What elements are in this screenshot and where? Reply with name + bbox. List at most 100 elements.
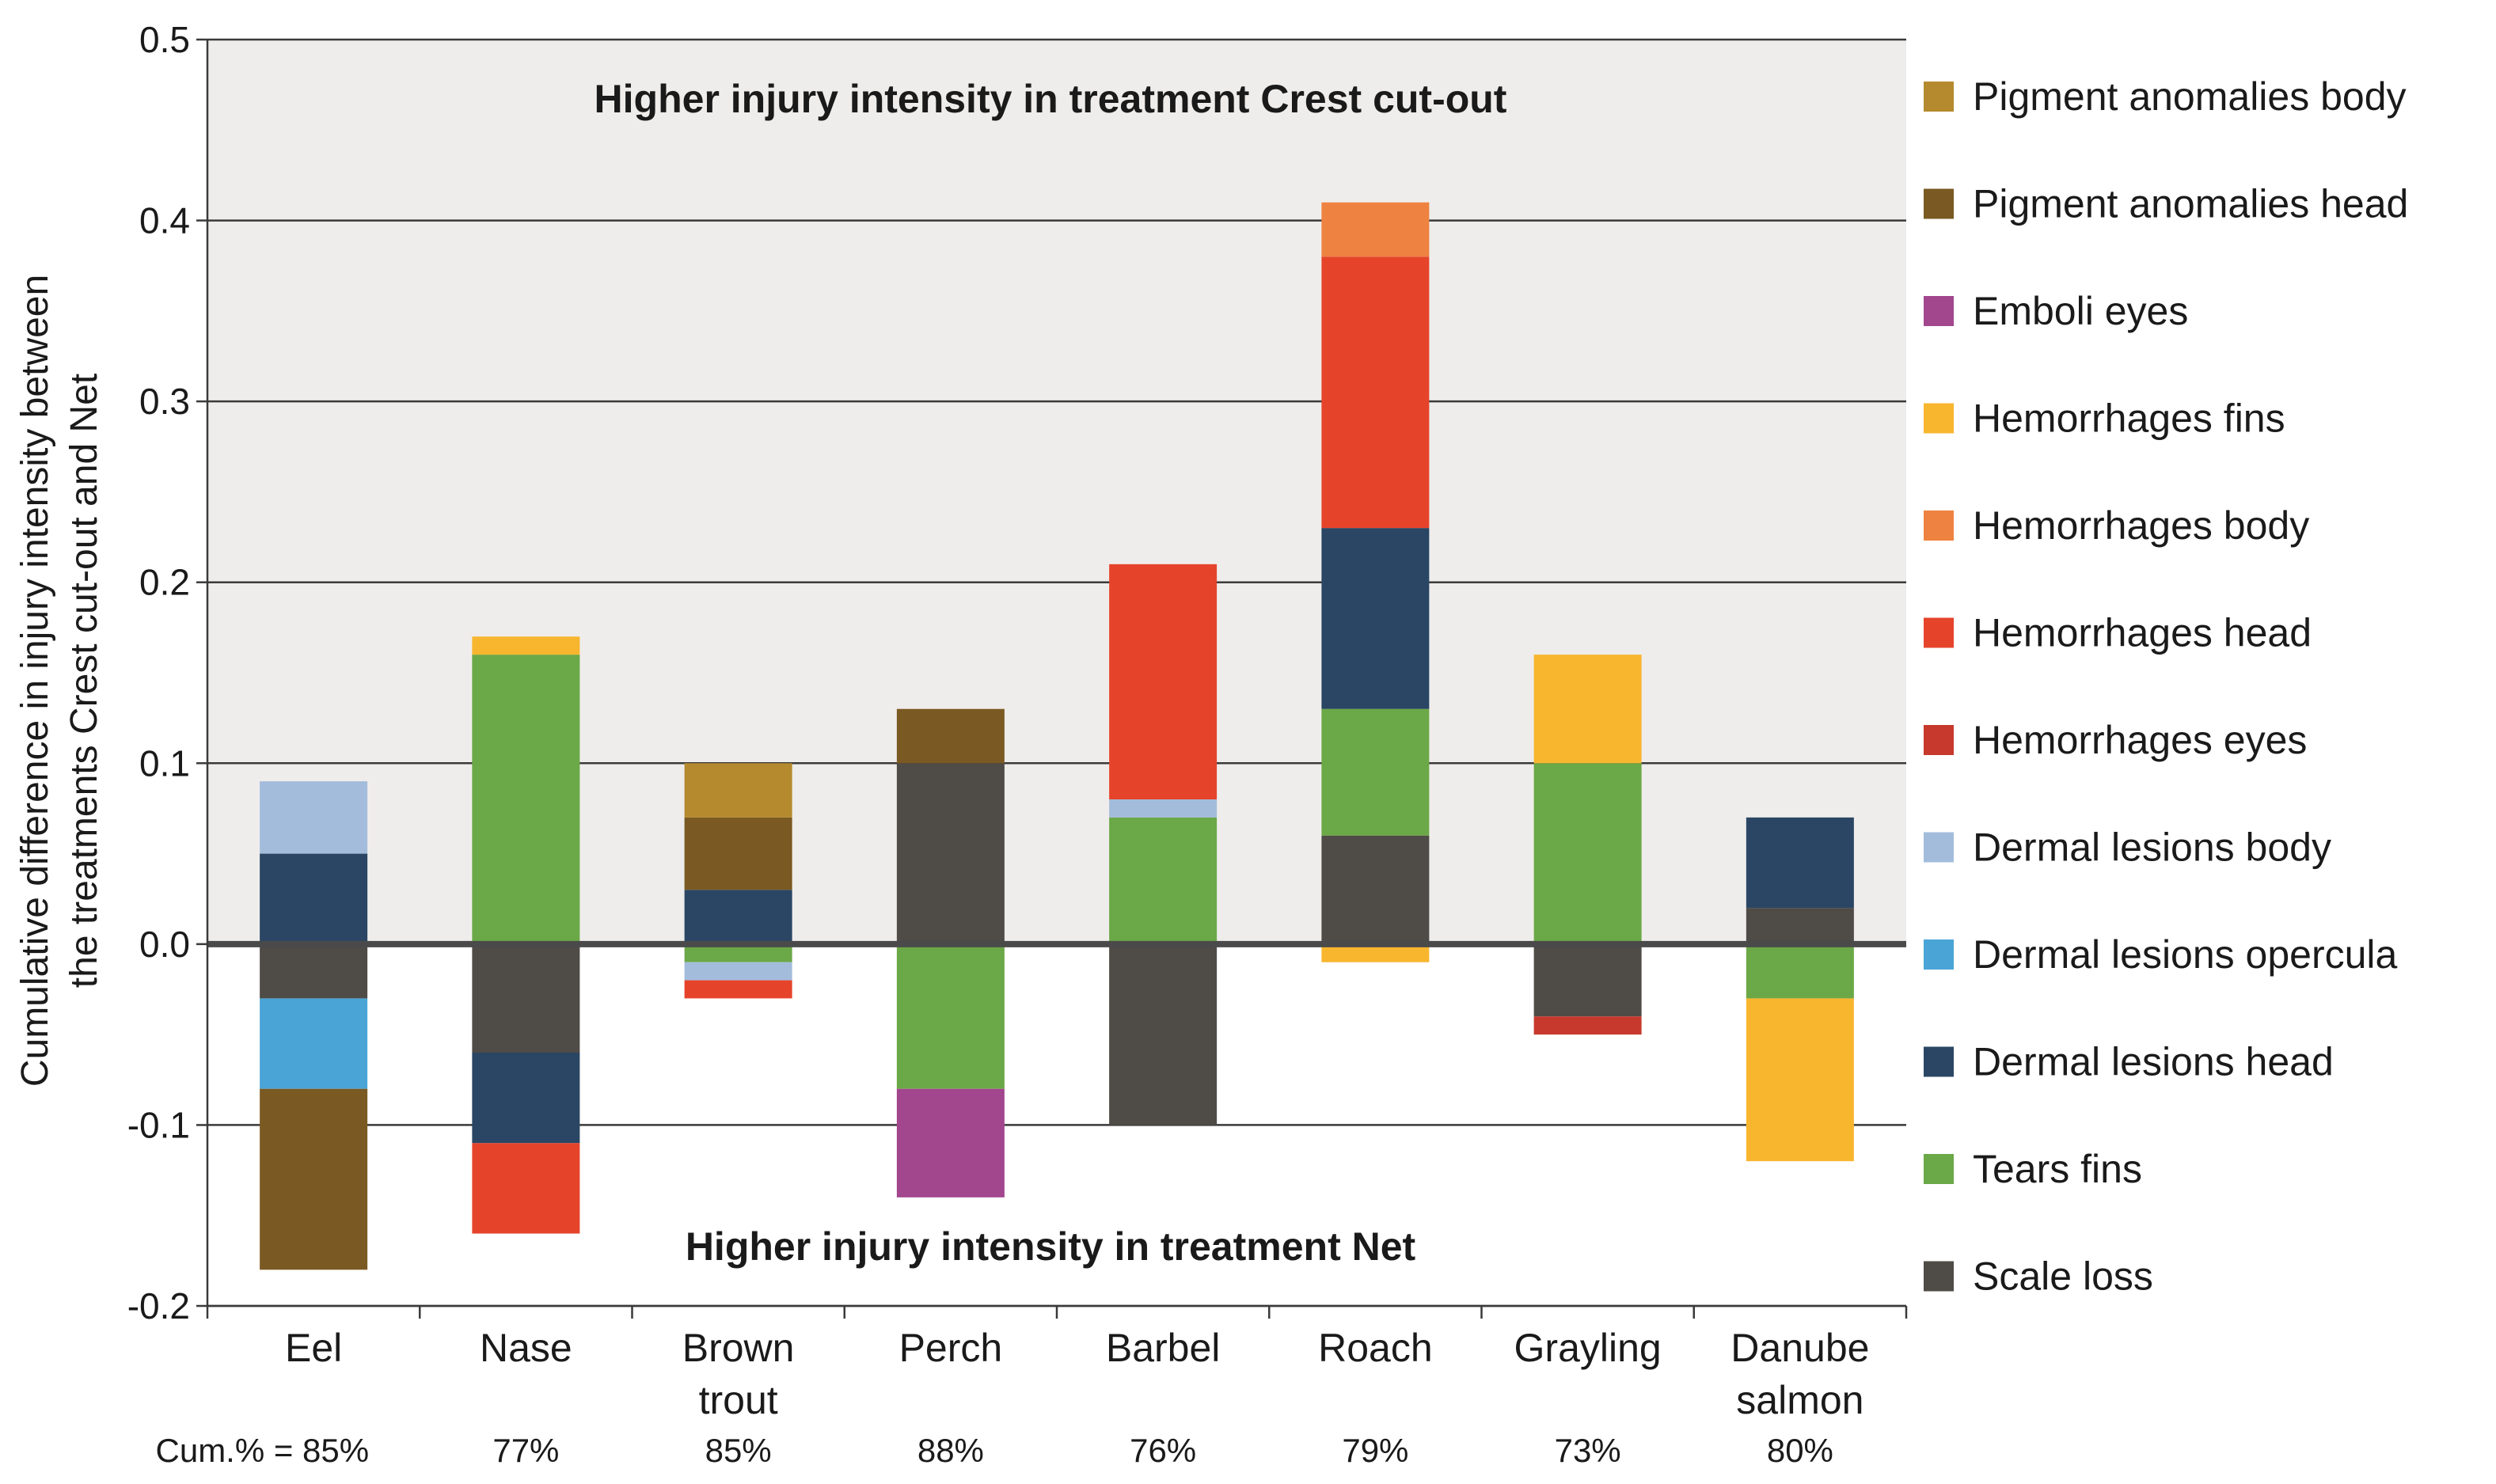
cum-percent-label: 80%: [1767, 1432, 1833, 1469]
bar-segment: [684, 980, 792, 999]
annotation-bottom: Higher injury intensity in treatment Net: [686, 1224, 1416, 1269]
bar-segment: [260, 853, 368, 944]
x-category-label: Eel: [285, 1326, 342, 1370]
bar-segment: [896, 1088, 1005, 1197]
legend-label: Hemorrhages fins: [1973, 397, 2285, 441]
legend-swatch: [1924, 510, 1954, 541]
bar-segment: [260, 1088, 368, 1270]
legend-label: Dermal lesions head: [1973, 1040, 2334, 1084]
cum-percent-label: 76%: [1130, 1432, 1196, 1469]
bar-segment: [684, 943, 792, 962]
y-tick-label: 0.1: [139, 742, 190, 784]
bar-segment: [684, 817, 792, 890]
bar-segment: [472, 1143, 580, 1234]
bar-segment: [1109, 799, 1218, 818]
positive-region-background: [207, 40, 1906, 944]
bar-segment: [1321, 708, 1430, 836]
x-category-label: Danube: [1730, 1326, 1869, 1370]
annotation-top: Higher injury intensity in treatment Cre…: [595, 77, 1507, 121]
bar-segment: [1746, 908, 1854, 944]
legend-swatch: [1924, 939, 1954, 970]
legend-label: Hemorrhages eyes: [1973, 718, 2307, 762]
legend-label: Pigment anomalies body: [1973, 74, 2407, 119]
bar-segment: [1533, 655, 1642, 764]
legend-swatch: [1924, 1046, 1954, 1077]
x-category-label: Grayling: [1514, 1326, 1662, 1370]
legend-swatch: [1924, 188, 1954, 219]
bar-segment: [684, 962, 792, 981]
x-category-label: Barbel: [1106, 1326, 1221, 1370]
bar-segment: [896, 763, 1005, 944]
legend-label: Emboli eyes: [1973, 289, 2188, 333]
x-category-label: salmon: [1736, 1378, 1863, 1422]
legend-swatch: [1924, 832, 1954, 863]
y-tick-labels: 0.5 0.4 0.3 0.2 0.1 0.0 -0.1 -0.2: [127, 19, 190, 1326]
y-tick-label: -0.2: [127, 1285, 190, 1326]
legend-label: Hemorrhages body: [1973, 503, 2309, 548]
x-category-label: Nase: [480, 1326, 572, 1370]
bar-segment: [260, 943, 368, 999]
cumulative-percent-labels: Cum.% = 85% 77% 85% 88% 76% 79% 73% 80%: [156, 1432, 1833, 1469]
bar-segment: [472, 655, 580, 944]
bar-segment: [1746, 943, 1854, 999]
y-tick-label: 0.3: [139, 381, 190, 422]
cum-percent-label: 85%: [705, 1432, 772, 1469]
legend-swatch: [1924, 1261, 1954, 1292]
legend-swatch: [1924, 725, 1954, 755]
legend-label: Tears fins: [1973, 1147, 2142, 1191]
bar-segment: [1109, 817, 1218, 944]
bar-segment: [1533, 1016, 1642, 1035]
bars: [260, 202, 1854, 1270]
legend-swatch: [1924, 1154, 1954, 1184]
bar-segment: [1321, 256, 1430, 529]
bar-segment: [684, 763, 792, 818]
bar-segment: [896, 943, 1005, 1089]
legend-swatch: [1924, 617, 1954, 648]
y-tick-label: -0.1: [127, 1104, 190, 1145]
x-category-label: Roach: [1318, 1326, 1433, 1370]
bar-segment: [1746, 817, 1854, 909]
cum-percent-label: Cum.% = 85%: [156, 1432, 370, 1469]
legend-swatch: [1924, 403, 1954, 434]
axes: [196, 38, 1908, 1319]
bar-segment: [1746, 998, 1854, 1162]
bar-segment: [260, 998, 368, 1089]
legend: Pigment anomalies body Pigment anomalies …: [1924, 74, 2408, 1299]
bar-segment: [1533, 763, 1642, 944]
bar-segment: [260, 781, 368, 854]
cum-percent-label: 79%: [1342, 1432, 1408, 1469]
y-tick-label: 0.4: [139, 200, 190, 241]
cum-percent-label: 77%: [492, 1432, 559, 1469]
y-tick-label: 0.5: [139, 19, 190, 60]
bar-segment: [1321, 202, 1430, 257]
legend-label: Pigment anomalies head: [1973, 182, 2408, 226]
y-tick-label: 0.2: [139, 562, 190, 603]
legend-label: Scale loss: [1973, 1254, 2153, 1299]
legend-swatch: [1924, 296, 1954, 326]
x-category-label: Perch: [899, 1326, 1003, 1370]
legend-swatch: [1924, 82, 1954, 112]
bar-segment: [1321, 835, 1430, 944]
bar-segment: [1109, 564, 1218, 799]
x-category-labels: Eel Nase Brown trout Perch Barbel Roach Graylin…: [285, 1326, 1869, 1422]
cum-percent-label: 88%: [917, 1432, 984, 1469]
legend-label: Hemorrhages head: [1973, 611, 2312, 655]
plot-background: [207, 40, 1906, 944]
bar-segment: [1321, 943, 1430, 962]
legend-label: Dermal lesions opercula: [1973, 932, 2398, 977]
bar-segment: [472, 636, 580, 655]
bar-segment: [472, 1053, 580, 1144]
bar-segment: [1109, 943, 1218, 1125]
bar-segment: [472, 943, 580, 1053]
y-tick-label: 0.0: [139, 924, 190, 965]
legend-label: Dermal lesions body: [1973, 825, 2331, 870]
bar-segment: [1533, 943, 1642, 1017]
x-category-label: trout: [699, 1378, 778, 1422]
bar-segment: [1321, 528, 1430, 709]
bar-segment: [896, 708, 1005, 764]
y-axis-label-line-2: the treatments Crest cut-out and Net: [63, 374, 105, 988]
x-category-label: Brown: [682, 1326, 795, 1370]
bar-segment: [684, 890, 792, 944]
cum-percent-label: 73%: [1555, 1432, 1621, 1469]
